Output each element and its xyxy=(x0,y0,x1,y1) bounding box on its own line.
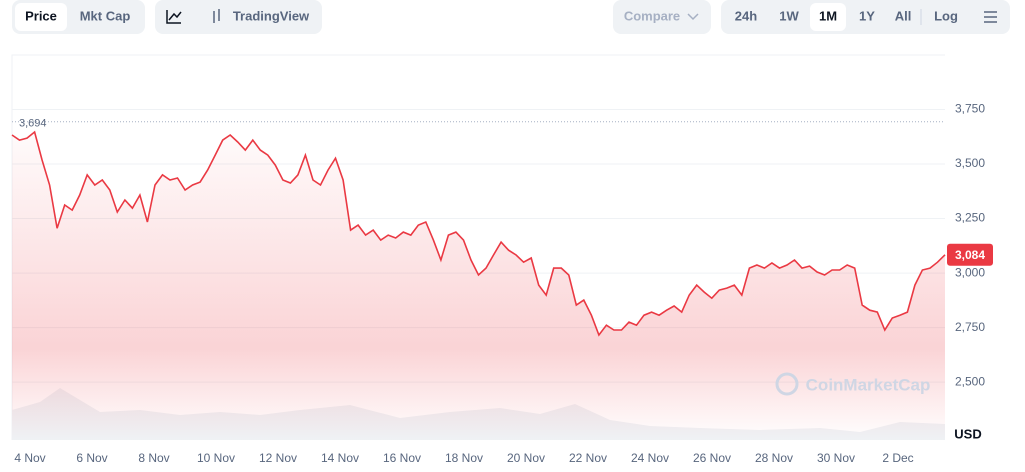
x-tick-label: 10 Nov xyxy=(197,451,235,465)
log-button[interactable]: Log xyxy=(934,8,958,23)
x-tick-label: 2 Dec xyxy=(882,451,913,465)
settings-icon[interactable] xyxy=(984,11,997,23)
compare[interactable]: Compare xyxy=(624,8,680,23)
tab[interactable]: Price xyxy=(25,8,57,23)
range[interactable]: 1M xyxy=(819,8,837,23)
line-icon[interactable] xyxy=(166,10,182,24)
range[interactable]: 24h xyxy=(735,8,757,23)
x-tick-label: 24 Nov xyxy=(631,451,669,465)
x-tick-label: 26 Nov xyxy=(693,451,731,465)
reference-label: 3,694 xyxy=(19,118,47,130)
area xyxy=(12,132,945,441)
y-tick-label: 2,750 xyxy=(955,320,985,334)
x-tick-label: 6 Nov xyxy=(76,451,107,465)
x-tick-label: 8 Nov xyxy=(138,451,169,465)
y-tick-label: 3,250 xyxy=(955,211,985,225)
y-tick-label: 2,500 xyxy=(955,374,985,388)
x-tick-label: 18 Nov xyxy=(445,451,483,465)
x-tick-label: 4 Nov xyxy=(14,451,45,465)
last-price-label: 3,084 xyxy=(955,248,985,262)
active-range[interactable] xyxy=(810,3,846,31)
y-tick-label: 3,500 xyxy=(955,156,985,170)
y-tick-label: 3,750 xyxy=(955,102,985,116)
plot: 2,500 2,750 3,000 3,250 3,500 3,750 4 Nov 6 Nov… xyxy=(11,102,993,465)
x-tick-label: 22 Nov xyxy=(569,451,607,465)
x-tick-label: 12 Nov xyxy=(259,451,297,465)
range[interactable]: 1Y xyxy=(859,8,875,23)
last-price-badge xyxy=(947,243,993,266)
view-group xyxy=(155,0,322,34)
compare-box[interactable] xyxy=(613,0,711,34)
currency: USD xyxy=(954,426,981,441)
view-button[interactable]: TradingView xyxy=(233,8,310,23)
active-tab[interactable] xyxy=(15,3,67,31)
range[interactable]: 1W xyxy=(779,8,799,23)
x-tick-label: 30 Nov xyxy=(817,451,855,465)
range[interactable]: All xyxy=(895,8,912,23)
candle-icon[interactable] xyxy=(213,9,220,23)
x-tick-label: 20 Nov xyxy=(507,451,545,465)
x-tick-label: 14 Nov xyxy=(321,451,359,465)
range-group xyxy=(721,0,1010,34)
chevron xyxy=(687,13,699,21)
x-tick-label: 28 Nov xyxy=(755,451,793,465)
price-line xyxy=(11,130,946,337)
watermark: CoinMarketCap xyxy=(806,375,931,394)
x-tick-label: 16 Nov xyxy=(383,451,421,465)
y-tick-label: 3,000 xyxy=(955,265,985,279)
tab[interactable]: Mkt Cap xyxy=(80,8,131,23)
watermark-logo xyxy=(775,372,799,396)
